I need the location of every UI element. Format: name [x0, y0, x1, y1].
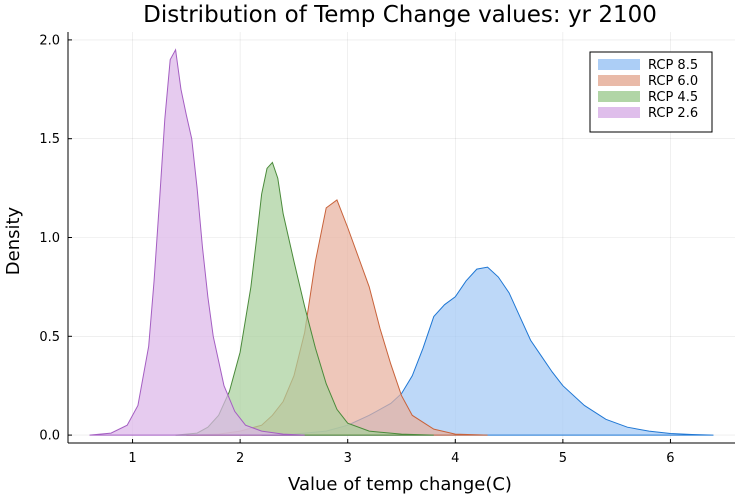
legend-swatch	[598, 91, 640, 102]
legend-label: RCP 2.6	[648, 106, 698, 121]
y-tick-label: 1.5	[39, 132, 60, 147]
legend-swatch	[598, 107, 640, 118]
legend-swatch	[598, 75, 640, 86]
y-tick-label: 2.0	[39, 33, 60, 48]
legend-label: RCP 4.5	[648, 90, 698, 105]
y-tick-label: 0.5	[39, 330, 60, 345]
x-tick-label: 4	[451, 451, 459, 466]
x-tick-label: 6	[666, 451, 674, 466]
axes	[67, 32, 735, 444]
x-tick-label: 1	[128, 451, 136, 466]
y-axis-title: Density	[3, 206, 24, 275]
series-areas	[89, 48, 714, 436]
density-area-rcp-2-6	[89, 48, 305, 436]
x-tick-label: 3	[344, 451, 352, 466]
legend-swatch	[598, 59, 640, 70]
legend-label: RCP 8.5	[648, 58, 698, 73]
x-axis-title: Value of temp change(C)	[288, 474, 512, 495]
legend-label: RCP 6.0	[648, 74, 698, 89]
y-tick-label: 1.0	[39, 231, 60, 246]
tick-labels: 1 2 3 4 5 6 0.0 0.5 1.0 1.5 2.0	[39, 33, 674, 466]
chart-title: Distribution of Temp Change values: yr 2…	[143, 2, 657, 28]
x-tick-label: 2	[236, 451, 244, 466]
x-tick-label: 5	[559, 451, 567, 466]
y-tick-label: 0.0	[39, 429, 60, 444]
